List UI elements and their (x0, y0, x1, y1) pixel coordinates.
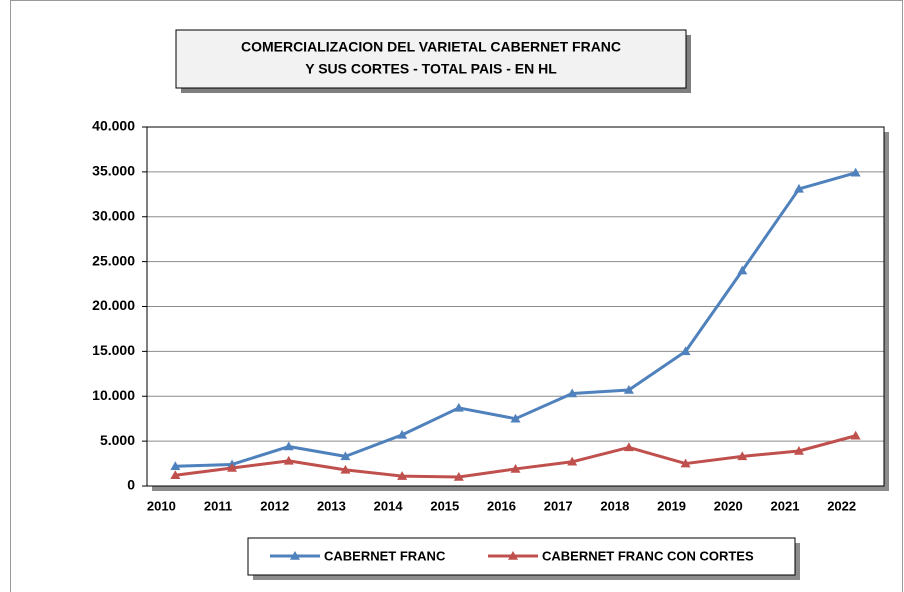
marker (793, 445, 804, 455)
legend-label: CABERNET FRANC CON CORTES (542, 548, 754, 563)
x-tick-label: 2015 (430, 498, 459, 513)
x-tick-label: 2022 (827, 498, 856, 513)
marker (283, 455, 294, 465)
chart-title: COMERCIALIZACION DEL VARIETAL CABERNET F… (241, 39, 621, 55)
x-tick-label: 2017 (544, 498, 573, 513)
x-tick-label: 2014 (374, 498, 404, 513)
title-box (175, 29, 687, 89)
marker (623, 442, 634, 452)
legend-marker (290, 551, 300, 560)
marker (850, 430, 861, 440)
marker (397, 429, 408, 439)
marker (623, 384, 634, 394)
x-tick-label: 2021 (771, 498, 800, 513)
x-tick-label: 2019 (657, 498, 686, 513)
x-tick-label: 2012 (260, 498, 289, 513)
marker (397, 471, 408, 480)
marker (680, 458, 691, 468)
marker (510, 413, 521, 423)
x-tick-label: 2013 (317, 498, 346, 513)
marker (453, 402, 464, 412)
marker (283, 441, 294, 451)
marker (737, 265, 748, 275)
x-tick-label: 2016 (487, 498, 516, 513)
marker (680, 346, 691, 356)
x-tick-label: 2011 (204, 498, 232, 513)
marker (567, 388, 578, 398)
marker (567, 456, 578, 466)
marker (340, 464, 351, 474)
y-tick-label: 5.000 (100, 432, 135, 448)
y-tick-label: 40.000 (92, 118, 135, 134)
chart-title: Y SUS CORTES - TOTAL PAIS - EN HL (305, 61, 557, 77)
x-tick-label: 2018 (600, 498, 629, 513)
y-tick-label: 25.000 (92, 252, 135, 268)
marker (737, 451, 748, 461)
legend-marker (508, 551, 518, 560)
marker (227, 463, 238, 472)
y-tick-label: 0 (127, 477, 135, 493)
y-tick-label: 30.000 (92, 207, 135, 223)
marker (510, 463, 521, 473)
marker (850, 167, 861, 177)
marker (170, 461, 181, 471)
y-tick-label: 20.000 (92, 297, 135, 313)
marker (340, 451, 351, 461)
x-tick-label: 2020 (714, 498, 743, 513)
plot-border (146, 126, 885, 487)
marker (453, 472, 464, 481)
x-tick-label: 2010 (147, 498, 176, 513)
legend-label: CABERNET FRANC (324, 548, 446, 563)
marker (170, 470, 181, 479)
y-tick-label: 15.000 (92, 342, 135, 358)
y-tick-label: 35.000 (92, 163, 135, 179)
y-tick-label: 10.000 (92, 387, 135, 403)
marker (793, 183, 804, 193)
